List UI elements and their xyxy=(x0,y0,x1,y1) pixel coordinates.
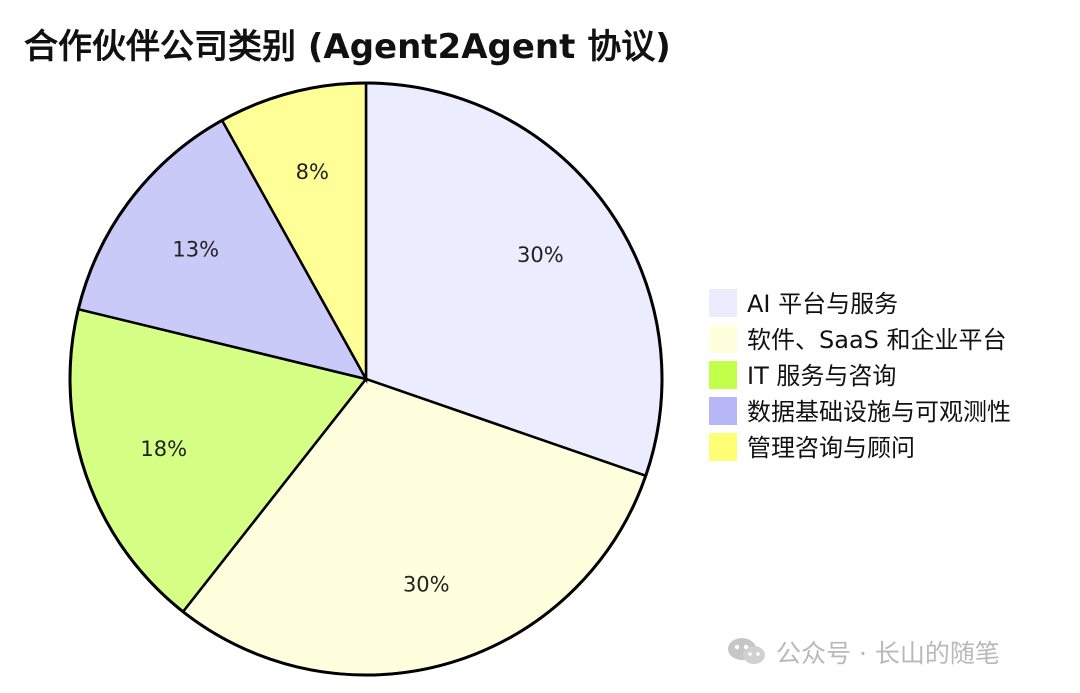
pie-slice-labels: 30% 30% 18% 13% 8% xyxy=(140,160,563,596)
legend-swatch-2 xyxy=(709,325,737,353)
watermark: 公众号 · 长山的随笔 xyxy=(726,632,1056,672)
legend-label-5: 管理咨询与顾问 xyxy=(747,434,915,462)
pie-slice-label-1: 30% xyxy=(517,243,564,267)
legend-label-2: 软件、SaaS 和企业平台 xyxy=(747,326,1007,354)
pie-slice-label-2: 30% xyxy=(403,572,450,596)
pie-slice-label-5: 8% xyxy=(296,160,329,184)
legend-label-3: IT 服务与咨询 xyxy=(747,362,896,390)
pie-slice-label-4: 13% xyxy=(172,237,219,261)
legend-swatch-5 xyxy=(709,433,737,461)
legend-swatch-1 xyxy=(709,289,737,317)
pie-slices xyxy=(68,81,664,677)
legend-label-4: 数据基础设施与可观测性 xyxy=(747,398,1011,426)
wechat-icon xyxy=(728,638,765,664)
pie-slice-label-3: 18% xyxy=(140,437,187,461)
legend-swatch-4 xyxy=(709,397,737,425)
legend-swatch-3 xyxy=(709,361,737,389)
chart-title: 合作伙伴公司类别 (Agent2Agent 协议) xyxy=(24,27,671,67)
pie-outline xyxy=(68,81,664,677)
watermark-text: 公众号 · 长山的随笔 xyxy=(776,639,1000,668)
legend-label-1: AI 平台与服务 xyxy=(747,290,898,318)
